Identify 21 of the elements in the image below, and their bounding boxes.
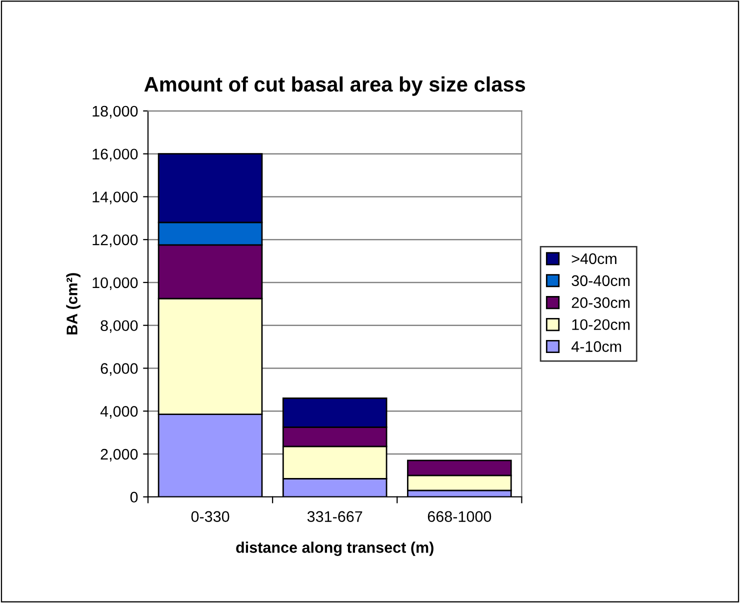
legend-label: 30-40cm [572, 275, 630, 286]
y-tick-label: 16,000 [92, 148, 138, 162]
legend-label: >40cm [572, 253, 616, 264]
y-tick-label: 4,000 [100, 406, 138, 419]
y-tick-label: 12,000 [92, 234, 138, 248]
y-axis-title: BA (cm²) [66, 273, 80, 334]
legend-label: 10-20cm [572, 319, 630, 330]
y-tick-label: 0 [130, 492, 138, 503]
x-tick-label: 0-330 [191, 511, 230, 522]
chart-title: Amount of cut basal area by size class [144, 76, 526, 96]
y-tick-label: 6,000 [100, 363, 138, 376]
y-tick-label: 2,000 [100, 448, 138, 462]
y-tick-label: 10,000 [92, 277, 138, 290]
x-tick-label: 331-667 [307, 511, 362, 522]
y-tick-label: 14,000 [92, 192, 138, 204]
y-tick-label: 18,000 [92, 106, 138, 118]
legend-label: 4-10cm [571, 341, 622, 352]
legend-label: 20-30cm [572, 297, 630, 308]
y-tick-label: 8,000 [100, 320, 138, 333]
x-axis-title: distance along transect (m) [236, 542, 434, 556]
x-tick-label: 668-1000 [428, 511, 492, 522]
